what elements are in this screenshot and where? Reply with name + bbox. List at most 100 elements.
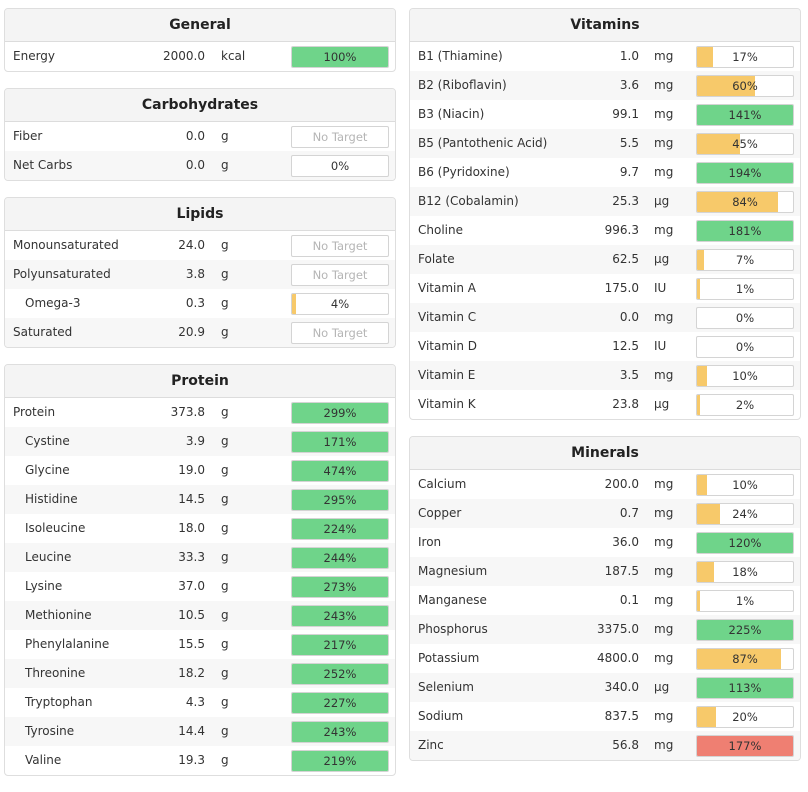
nutrient-name: Saturated	[13, 325, 73, 339]
nutrient-row-saturated[interactable]: Saturated 20.9 g No Target	[5, 318, 395, 347]
nutrient-row-leucine[interactable]: Leucine 33.3 g 244%	[5, 543, 395, 572]
nutrient-row-b6-pyridoxine[interactable]: B6 (Pyridoxine) 9.7 mg 194%	[410, 158, 800, 187]
nutrient-amount: 99.1	[612, 107, 639, 121]
nutrient-row-vitamin-k[interactable]: Vitamin K 23.8 µg 2%	[410, 390, 800, 419]
target-progress-bar: 181%	[696, 220, 794, 242]
nutrient-row-vitamin-c[interactable]: Vitamin C 0.0 mg 0%	[410, 303, 800, 332]
nutrient-name: B3 (Niacin)	[418, 107, 485, 121]
target-progress-bar: 0%	[696, 336, 794, 358]
nutrient-amount: 12.5	[612, 339, 639, 353]
target-progress-bar: 10%	[696, 365, 794, 387]
target-percent: 243%	[323, 725, 357, 739]
nutrient-row-selenium[interactable]: Selenium 340.0 µg 113%	[410, 673, 800, 702]
nutrient-name: Methionine	[25, 608, 92, 622]
nutrient-row-zinc[interactable]: Zinc 56.8 mg 177%	[410, 731, 800, 760]
nutrient-unit: µg	[654, 194, 670, 208]
nutrient-amount: 9.7	[619, 165, 639, 179]
nutrient-name: B1 (Thiamine)	[418, 49, 503, 63]
target-percent: 120%	[728, 536, 762, 550]
nutrient-row-b3-niacin[interactable]: B3 (Niacin) 99.1 mg 141%	[410, 100, 800, 129]
nutrient-row-lysine[interactable]: Lysine 37.0 g 273%	[5, 572, 395, 601]
nutrient-name: B12 (Cobalamin)	[418, 194, 519, 208]
nutrient-name: Isoleucine	[25, 521, 86, 535]
nutrient-row-sodium[interactable]: Sodium 837.5 mg 20%	[410, 702, 800, 731]
nutrient-row-folate[interactable]: Folate 62.5 µg 7%	[410, 245, 800, 274]
nutrient-row-histidine[interactable]: Histidine 14.5 g 295%	[5, 485, 395, 514]
nutrient-name: Protein	[13, 405, 56, 419]
nutrient-amount: 4800.0	[597, 651, 639, 665]
nutrient-unit: g	[221, 158, 229, 172]
nutrient-unit: mg	[654, 310, 674, 324]
target-percent: No Target	[312, 130, 368, 144]
progress-fill	[697, 279, 700, 299]
target-progress-bar: 219%	[291, 750, 389, 772]
nutrient-row-tyrosine[interactable]: Tyrosine 14.4 g 243%	[5, 717, 395, 746]
nutrient-row-protein[interactable]: Protein 373.8 g 299%	[5, 398, 395, 427]
nutrient-unit: g	[221, 579, 229, 593]
nutrient-row-magnesium[interactable]: Magnesium 187.5 mg 18%	[410, 557, 800, 586]
nutrient-row-potassium[interactable]: Potassium 4800.0 mg 87%	[410, 644, 800, 673]
progress-fill	[292, 606, 388, 626]
nutrient-row-methionine[interactable]: Methionine 10.5 g 243%	[5, 601, 395, 630]
nutrient-row-tryptophan[interactable]: Tryptophan 4.3 g 227%	[5, 688, 395, 717]
nutrient-name: Zinc	[418, 738, 444, 752]
target-progress-bar: 4%	[291, 293, 389, 315]
nutrient-row-b2-riboflavin[interactable]: B2 (Riboflavin) 3.6 mg 60%	[410, 71, 800, 100]
progress-fill	[292, 432, 388, 452]
nutrient-unit: µg	[654, 680, 670, 694]
nutrient-row-monounsaturated[interactable]: Monounsaturated 24.0 g No Target	[5, 231, 395, 260]
target-progress-bar: 225%	[696, 619, 794, 641]
nutrient-name: Lysine	[25, 579, 63, 593]
nutrient-row-vitamin-e[interactable]: Vitamin E 3.5 mg 10%	[410, 361, 800, 390]
nutrient-unit: g	[221, 296, 229, 310]
nutrient-amount: 3.5	[619, 368, 639, 382]
target-progress-bar: 177%	[696, 735, 794, 757]
nutrient-amount: 36.0	[612, 535, 639, 549]
nutrient-row-b1-thiamine[interactable]: B1 (Thiamine) 1.0 mg 17%	[410, 42, 800, 71]
progress-fill	[292, 693, 388, 713]
nutrient-row-iron[interactable]: Iron 36.0 mg 120%	[410, 528, 800, 557]
nutrient-row-valine[interactable]: Valine 19.3 g 219%	[5, 746, 395, 775]
nutrient-name: Vitamin A	[418, 281, 476, 295]
nutrient-row-copper[interactable]: Copper 0.7 mg 24%	[410, 499, 800, 528]
nutrient-amount: 56.8	[612, 738, 639, 752]
nutrient-amount: 18.2	[178, 666, 205, 680]
target-percent: 4%	[330, 297, 350, 311]
nutrient-name: Sodium	[418, 709, 464, 723]
nutrient-row-isoleucine[interactable]: Isoleucine 18.0 g 224%	[5, 514, 395, 543]
nutrient-row-polyunsaturated[interactable]: Polyunsaturated 3.8 g No Target	[5, 260, 395, 289]
vitamins-panel-title: Vitamins	[410, 9, 800, 42]
nutrient-name: Tryptophan	[25, 695, 93, 709]
protein-panel-title: Protein	[5, 365, 395, 398]
nutrient-row-vitamin-a[interactable]: Vitamin A 175.0 IU 1%	[410, 274, 800, 303]
nutrient-row-energy[interactable]: Energy 2000.0 kcal 100%	[5, 42, 395, 71]
carbohydrates-panel: Carbohydrates Fiber 0.0 g No Target Net Carbs…	[4, 88, 396, 181]
nutrient-row-threonine[interactable]: Threonine 18.2 g 252%	[5, 659, 395, 688]
nutrient-name: Choline	[418, 223, 463, 237]
target-percent: 18%	[732, 565, 758, 579]
target-progress-bar: 141%	[696, 104, 794, 126]
nutrient-name: Energy	[13, 49, 56, 63]
nutrient-row-choline[interactable]: Choline 996.3 mg 181%	[410, 216, 800, 245]
nutrient-row-fiber[interactable]: Fiber 0.0 g No Target	[5, 122, 395, 151]
progress-fill	[697, 105, 793, 125]
nutrient-row-omega-3[interactable]: Omega-3 0.3 g 4%	[5, 289, 395, 318]
nutrient-row-phosphorus[interactable]: Phosphorus 3375.0 mg 225%	[410, 615, 800, 644]
nutrient-amount: 1.0	[619, 49, 639, 63]
nutrient-row-phenylalanine[interactable]: Phenylalanine 15.5 g 217%	[5, 630, 395, 659]
nutrient-unit: g	[221, 405, 229, 419]
nutrient-row-cystine[interactable]: Cystine 3.9 g 171%	[5, 427, 395, 456]
nutrient-unit: g	[221, 521, 229, 535]
nutrient-row-manganese[interactable]: Manganese 0.1 mg 1%	[410, 586, 800, 615]
lipids-panel-title: Lipids	[5, 198, 395, 231]
nutrient-name: Vitamin K	[418, 397, 476, 411]
nutrient-row-glycine[interactable]: Glycine 19.0 g 474%	[5, 456, 395, 485]
nutrient-unit: mg	[654, 368, 674, 382]
nutrient-row-b12-cobalamin[interactable]: B12 (Cobalamin) 25.3 µg 84%	[410, 187, 800, 216]
progress-fill	[697, 678, 793, 698]
nutrient-row-calcium[interactable]: Calcium 200.0 mg 10%	[410, 470, 800, 499]
nutrient-row-net-carbs[interactable]: Net Carbs 0.0 g 0%	[5, 151, 395, 180]
nutrient-row-b5-pantothenic-acid[interactable]: B5 (Pantothenic Acid) 5.5 mg 45%	[410, 129, 800, 158]
nutrient-row-vitamin-d[interactable]: Vitamin D 12.5 IU 0%	[410, 332, 800, 361]
target-percent: 0%	[735, 311, 755, 325]
